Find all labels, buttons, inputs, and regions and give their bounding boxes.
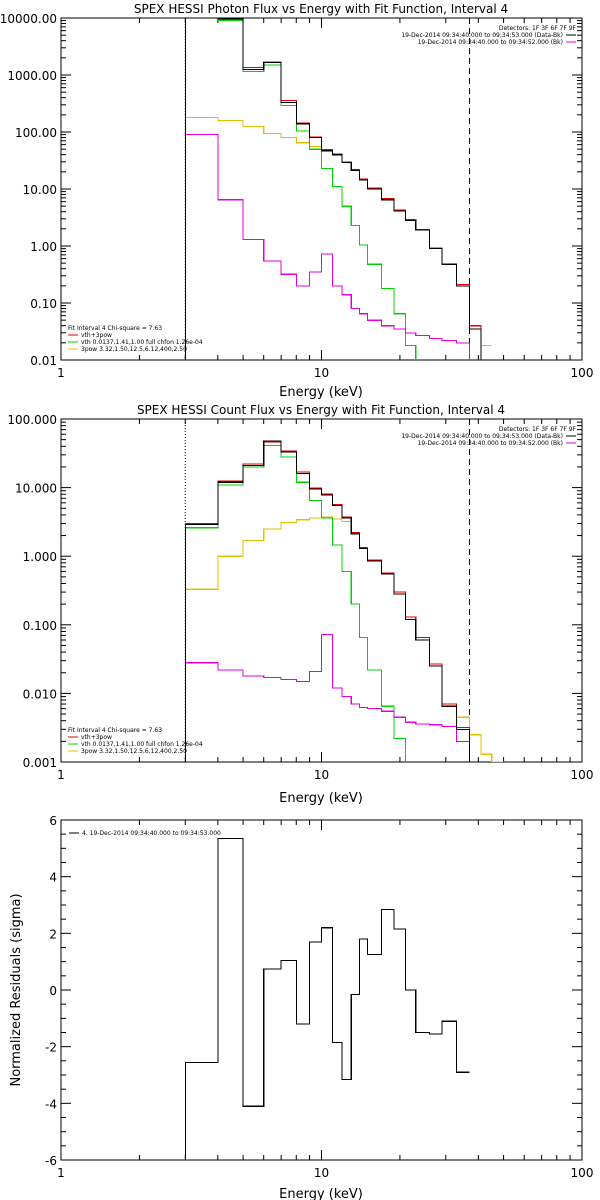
x-tick-label: 1 <box>57 366 65 380</box>
legend-label: vth+3pow <box>81 332 112 339</box>
x-tick-label: 100 <box>571 366 594 380</box>
y-tick-label: 2 <box>49 927 57 941</box>
legend-label: 19-Dec-2014 09:34:40.000 to 09:34:52.000… <box>418 39 563 46</box>
series-line <box>184 516 504 762</box>
series-line <box>184 18 417 360</box>
plot-frame <box>60 418 583 763</box>
x-tick-label: 100 <box>571 768 594 782</box>
legend-label: 4. 19-Dec-2014 09:34:40.000 to 09:34:53.… <box>82 830 221 837</box>
x-tick-label: 1 <box>57 768 65 782</box>
y-tick-label: 0.001 <box>23 756 57 770</box>
plot-frame <box>60 17 583 361</box>
series-line <box>184 441 471 762</box>
chart-title: SPEX HESSI Count Flux vs Energy with Fit… <box>137 403 505 417</box>
x-tick-label: 100 <box>571 1166 594 1180</box>
legend-label: 3pow 3.32,1.50,12.5,6.12,400,2.50 <box>81 346 187 353</box>
x-tick-label: 10 <box>314 768 329 782</box>
legend-label: 19-Dec-2014 09:34:40.000 to 09:34:53.000… <box>401 32 563 39</box>
photon-flux-chart: SPEX HESSI Photon Flux vs Energy with Fi… <box>0 2 593 400</box>
y-axis-label: Normalized Residuals (sigma) <box>9 893 24 1086</box>
y-tick-label: -2 <box>45 1041 57 1055</box>
y-tick-label: 1.00 <box>30 240 57 254</box>
y-tick-label: -6 <box>45 1154 57 1168</box>
series-line <box>184 134 471 360</box>
series-group <box>184 18 492 360</box>
legend-label: 19-Dec-2014 09:34:40.000 to 09:34:53.000… <box>401 433 563 440</box>
y-tick-label: 10.000 <box>15 482 57 496</box>
series-group <box>184 440 504 762</box>
legend-label: vth+3pow <box>81 734 112 741</box>
y-tick-label: 0.010 <box>23 687 57 701</box>
y-tick-label: 0.01 <box>30 354 57 368</box>
legend-header: Fit Interval 4 Chi-square = 7.63 <box>68 325 162 332</box>
chart-title: SPEX HESSI Photon Flux vs Energy with Fi… <box>134 2 508 16</box>
series-line <box>184 837 470 1160</box>
legend-label: 3pow 3.32,1.50,12.5,6.12,400,2.50 <box>81 748 187 755</box>
series-line <box>184 18 482 360</box>
legend-label: 19-Dec-2014 09:34:40.000 to 09:34:52.000… <box>418 440 563 447</box>
plot-frame <box>60 819 583 1161</box>
y-tick-label: 6 <box>49 814 57 828</box>
y-tick-label: -4 <box>45 1097 57 1111</box>
series-line <box>184 440 471 762</box>
y-tick-label: 100.00 <box>15 126 57 140</box>
y-tick-label: 0.10 <box>30 297 57 311</box>
x-axis-label: Energy (keV) <box>279 1187 363 1200</box>
x-axis-label: Energy (keV) <box>279 791 363 806</box>
y-tick-label: 10000.00 <box>0 12 57 26</box>
x-tick-label: 1 <box>57 1166 65 1180</box>
y-tick-label: 100.000 <box>7 413 57 427</box>
series-line <box>184 445 406 762</box>
legend-label: vth 0.0137,1.41,1.00 full chfon 1.26e-04 <box>81 339 203 346</box>
x-tick-label: 10 <box>314 366 329 380</box>
y-tick-label: 0 <box>49 984 57 998</box>
y-tick-label: 10.00 <box>23 183 57 197</box>
x-tick-label: 10 <box>314 1166 329 1180</box>
series-group <box>184 837 470 1160</box>
count-flux-chart: SPEX HESSI Count Flux vs Energy with Fit… <box>7 403 593 806</box>
legend-label: vth 0.0137,1.41,1.00 full chfon 1.26e-04 <box>81 741 203 748</box>
x-axis-label: Energy (keV) <box>279 385 363 400</box>
series-line <box>184 634 471 762</box>
legend-header: Detectors: 1F 3F 6F 7F 9F <box>499 426 577 433</box>
series-line <box>184 18 482 360</box>
legend-header: Fit Interval 4 Chi-square = 7.63 <box>68 727 162 734</box>
y-tick-label: 0.100 <box>23 619 57 633</box>
y-tick-label: 4 <box>49 871 57 885</box>
legend-header: Detectors: 1F 3F 6F 7F 9F <box>499 25 577 32</box>
y-tick-label: 1000.00 <box>7 69 57 83</box>
y-tick-label: 1.000 <box>23 550 57 564</box>
residuals-chart: Energy (keV) Normalized Residuals (sigma… <box>9 814 593 1200</box>
